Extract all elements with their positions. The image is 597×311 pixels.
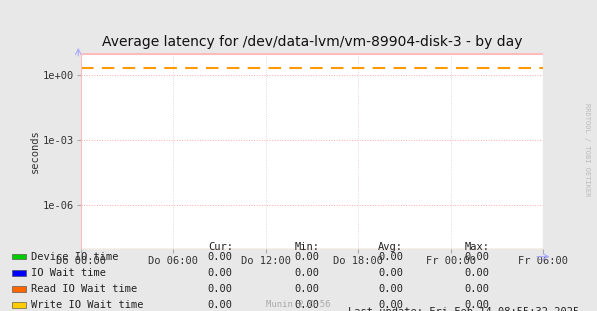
Text: 0.00: 0.00 <box>294 252 319 262</box>
Text: Min:: Min: <box>294 242 319 252</box>
Text: 0.00: 0.00 <box>208 268 233 278</box>
Text: Cur:: Cur: <box>208 242 233 252</box>
Text: Device IO time: Device IO time <box>30 252 118 262</box>
Text: 0.00: 0.00 <box>294 268 319 278</box>
Text: 0.00: 0.00 <box>464 252 490 262</box>
Text: 0.00: 0.00 <box>378 284 403 294</box>
Text: Avg:: Avg: <box>378 242 403 252</box>
Text: 0.00: 0.00 <box>378 300 403 310</box>
Text: 0.00: 0.00 <box>378 268 403 278</box>
Text: RRDTOOL / TOBI OETIKER: RRDTOOL / TOBI OETIKER <box>584 103 590 196</box>
Text: Max:: Max: <box>464 242 490 252</box>
Text: 0.00: 0.00 <box>464 284 490 294</box>
Text: 0.00: 0.00 <box>464 300 490 310</box>
Text: 0.00: 0.00 <box>378 252 403 262</box>
Text: 0.00: 0.00 <box>208 300 233 310</box>
Title: Average latency for /dev/data-lvm/vm-89904-disk-3 - by day: Average latency for /dev/data-lvm/vm-899… <box>101 35 522 49</box>
Text: 0.00: 0.00 <box>208 252 233 262</box>
Bar <box>81 53 543 249</box>
Text: 0.00: 0.00 <box>294 300 319 310</box>
Text: Read IO Wait time: Read IO Wait time <box>30 284 137 294</box>
Text: Munin 2.0.56: Munin 2.0.56 <box>266 300 331 309</box>
Text: 0.00: 0.00 <box>208 284 233 294</box>
Text: IO Wait time: IO Wait time <box>30 268 106 278</box>
Text: Write IO Wait time: Write IO Wait time <box>30 300 143 310</box>
Text: 0.00: 0.00 <box>464 268 490 278</box>
Text: 0.00: 0.00 <box>294 284 319 294</box>
Y-axis label: seconds: seconds <box>30 129 39 173</box>
Text: Last update: Fri Feb 14 08:55:32 2025: Last update: Fri Feb 14 08:55:32 2025 <box>348 307 579 311</box>
